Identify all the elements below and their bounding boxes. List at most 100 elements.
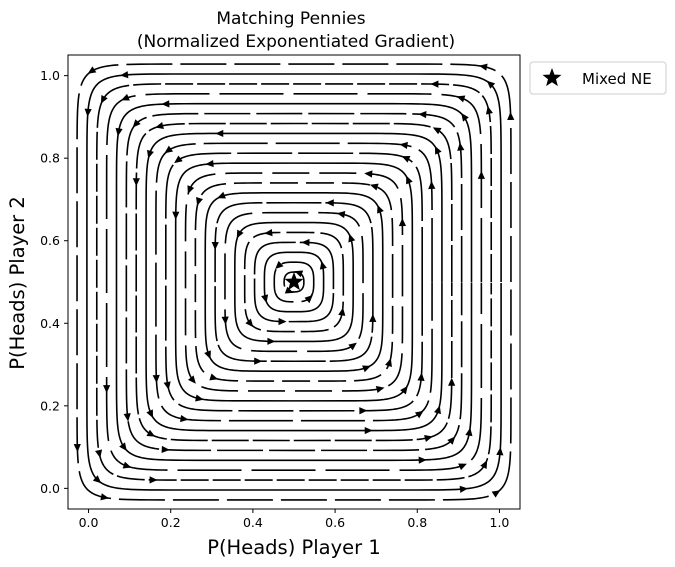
- stream-arrow: [304, 294, 313, 304]
- stream-arrow: [164, 145, 174, 154]
- stream-arrow: [319, 260, 327, 270]
- stream-arrow: [95, 449, 103, 459]
- stream-arrow: [121, 93, 130, 101]
- stream-arrow: [325, 199, 334, 207]
- stream-arrow: [146, 429, 156, 437]
- stream-arrow: [338, 307, 346, 316]
- y-tick-label: 0.6: [40, 233, 60, 248]
- stream-arrow: [217, 191, 226, 199]
- streamline: [125, 112, 463, 452]
- stream-arrow: [152, 374, 160, 384]
- stream-arrow: [459, 485, 468, 493]
- y-tick-label: 0.4: [40, 316, 60, 331]
- stream-arrow: [132, 178, 140, 187]
- stream-arrow: [348, 342, 357, 351]
- stream-arrow: [456, 95, 466, 103]
- legend-label-mixed-ne: Mixed NE: [582, 70, 652, 88]
- stream-arrow: [149, 476, 158, 484]
- stream-arrow: [120, 71, 129, 79]
- stream-arrow: [84, 108, 92, 117]
- stream-arrow: [398, 218, 407, 227]
- stream-arrow: [123, 413, 131, 422]
- stream-arrow: [161, 445, 170, 454]
- stream-arrow: [196, 197, 203, 206]
- y-axis-label: P(Heads) Player 2: [6, 196, 29, 370]
- streamline: [135, 122, 453, 442]
- stream-arrow: [364, 426, 373, 435]
- stream-arrow: [458, 463, 467, 471]
- stream-arrow: [491, 490, 501, 498]
- stream-arrow: [73, 443, 81, 453]
- stream-arrow: [180, 414, 189, 423]
- streamline: [115, 102, 473, 462]
- stream-arrow: [485, 105, 493, 115]
- stream-arrow: [336, 211, 346, 219]
- stream-arrow: [100, 493, 109, 501]
- y-tick-label: 0.0: [40, 481, 60, 496]
- stream-arrow: [486, 80, 496, 89]
- stream-arrow: [163, 381, 171, 390]
- streamline: [194, 182, 394, 382]
- y-tick-label: 0.2: [40, 398, 60, 413]
- streamline: [174, 162, 414, 402]
- stream-arrow: [87, 66, 97, 74]
- stream-arrow: [480, 460, 488, 470]
- streamline: [253, 241, 335, 323]
- x-tick-label: 0.0: [79, 515, 99, 530]
- stream-arrow: [496, 447, 504, 456]
- stream-arrow: [418, 110, 427, 119]
- streamline: [155, 142, 433, 422]
- x-axis-label: P(Heads) Player 1: [207, 536, 381, 559]
- stream-arrow: [434, 145, 442, 155]
- stream-arrow: [447, 436, 456, 445]
- chart-title-line-2: (Normalized Exponentiated Gradient): [137, 32, 455, 52]
- chart-title-line-1: Matching Pennies: [216, 9, 365, 29]
- stream-arrow: [236, 229, 244, 239]
- stream-arrow: [385, 358, 392, 367]
- stream-arrow: [417, 372, 425, 381]
- stream-arrow: [430, 80, 439, 88]
- streamline: [214, 201, 374, 363]
- stream-arrow: [187, 375, 196, 384]
- stream-arrow: [209, 373, 219, 381]
- stream-arrow: [172, 211, 180, 220]
- streamline: [145, 132, 443, 432]
- stream-arrow: [477, 170, 485, 179]
- stream-arrow: [284, 286, 294, 294]
- stream-arrow: [401, 155, 411, 163]
- stream-arrow: [428, 180, 436, 190]
- stream-arrow: [424, 435, 433, 443]
- stream-arrow: [461, 113, 469, 122]
- legend-star-icon: [542, 68, 562, 87]
- stream-arrow: [465, 427, 473, 437]
- stream-arrow: [362, 365, 371, 373]
- stream-arrow: [267, 337, 276, 345]
- stream-arrow: [254, 357, 263, 365]
- stream-arrow: [155, 121, 164, 129]
- x-tick-label: 0.6: [325, 515, 345, 530]
- streamline: [224, 211, 364, 353]
- stream-arrow: [364, 170, 373, 178]
- streamline: [243, 231, 345, 333]
- streamline: [273, 261, 315, 303]
- stream-arrow: [195, 394, 204, 402]
- plot-frame: [67, 54, 521, 510]
- stream-arrow: [399, 141, 408, 150]
- stream-arrow: [278, 317, 287, 326]
- stream-arrow: [275, 260, 284, 270]
- axis-ticks: 0.0 0.2 0.4 0.6 0.8 1.0 0.0 0.2 0.4 0.6 0.8 1.0: [40, 68, 509, 530]
- legend-box: [529, 61, 667, 95]
- streamline: [76, 63, 512, 501]
- stream-arrow: [457, 142, 465, 151]
- stream-arrow: [132, 119, 141, 128]
- stream-arrow: [348, 233, 356, 243]
- stream-arrow: [434, 405, 441, 415]
- stream-arrow: [432, 127, 442, 135]
- stream-arrow: [211, 242, 219, 251]
- stream-arrow: [359, 407, 368, 415]
- stream-arrow: [375, 385, 385, 394]
- x-tick-label: 0.4: [243, 515, 263, 530]
- x-tick-label: 0.2: [161, 515, 181, 530]
- stream-arrow: [122, 461, 132, 469]
